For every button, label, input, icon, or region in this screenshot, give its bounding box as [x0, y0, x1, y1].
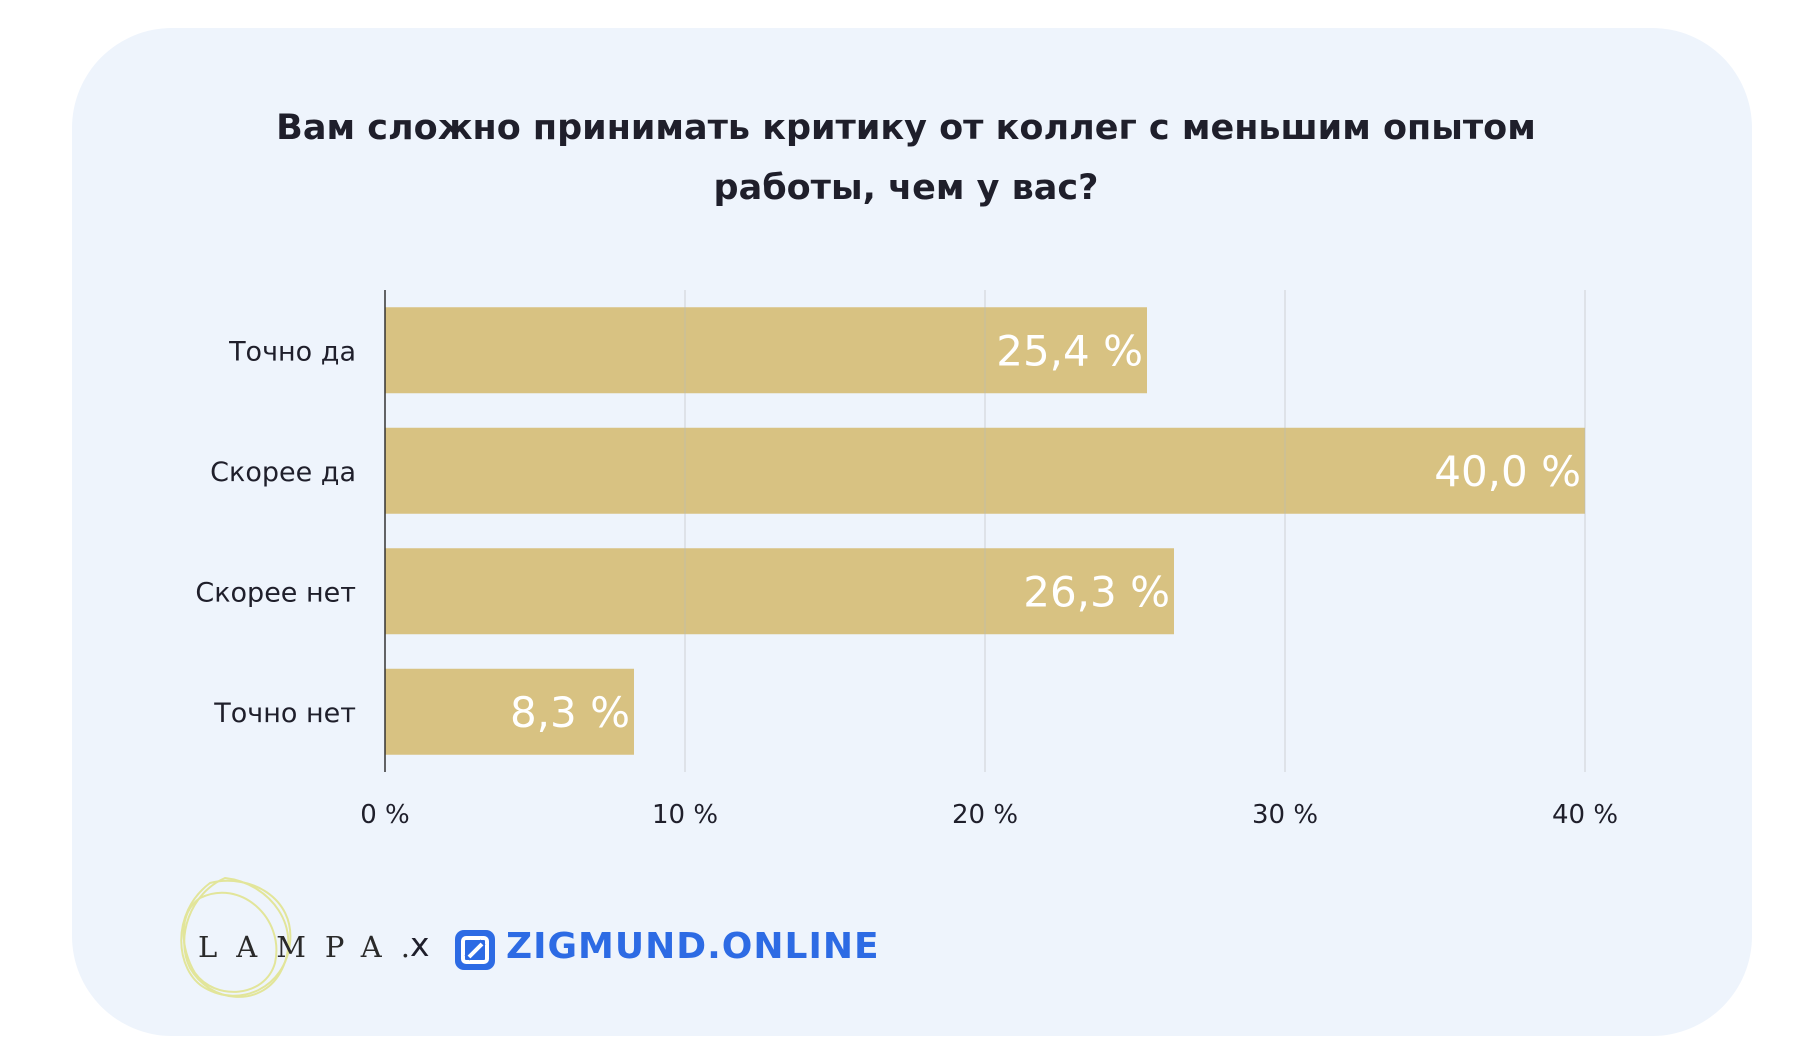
- zigmund-logo-text: ZIGMUND.ONLINE: [506, 926, 880, 967]
- zigmund-icon: [455, 930, 495, 970]
- category-label: Точно нет: [213, 698, 356, 729]
- lampa-logo-text: LAMPA.: [198, 930, 429, 964]
- bar: [385, 548, 1174, 635]
- value-label: 40,0 %: [1434, 447, 1581, 496]
- x-tick-label: 30 %: [1252, 800, 1318, 830]
- value-label: 25,4 %: [996, 326, 1143, 375]
- bar: [385, 307, 1147, 394]
- category-label: Точно да: [228, 336, 356, 367]
- chart-title-line1: Вам сложно принимать критику от коллег с…: [276, 108, 1536, 148]
- chart-title-line2: работы, чем у вас?: [713, 168, 1099, 208]
- category-label: Скорее нет: [195, 577, 356, 608]
- logo-separator: x: [410, 925, 430, 964]
- x-tick-label: 10 %: [652, 800, 718, 830]
- value-label: 26,3 %: [1023, 567, 1170, 616]
- chart-card: [72, 28, 1752, 1036]
- x-tick-label: 40 %: [1552, 800, 1618, 830]
- category-label: Скорее да: [210, 457, 356, 488]
- lampa-swirl-logo: [180, 876, 292, 998]
- bar: [385, 668, 634, 755]
- value-label: 8,3 %: [510, 688, 630, 737]
- x-tick-label: 20 %: [952, 800, 1018, 830]
- x-tick-label: 0 %: [360, 800, 410, 830]
